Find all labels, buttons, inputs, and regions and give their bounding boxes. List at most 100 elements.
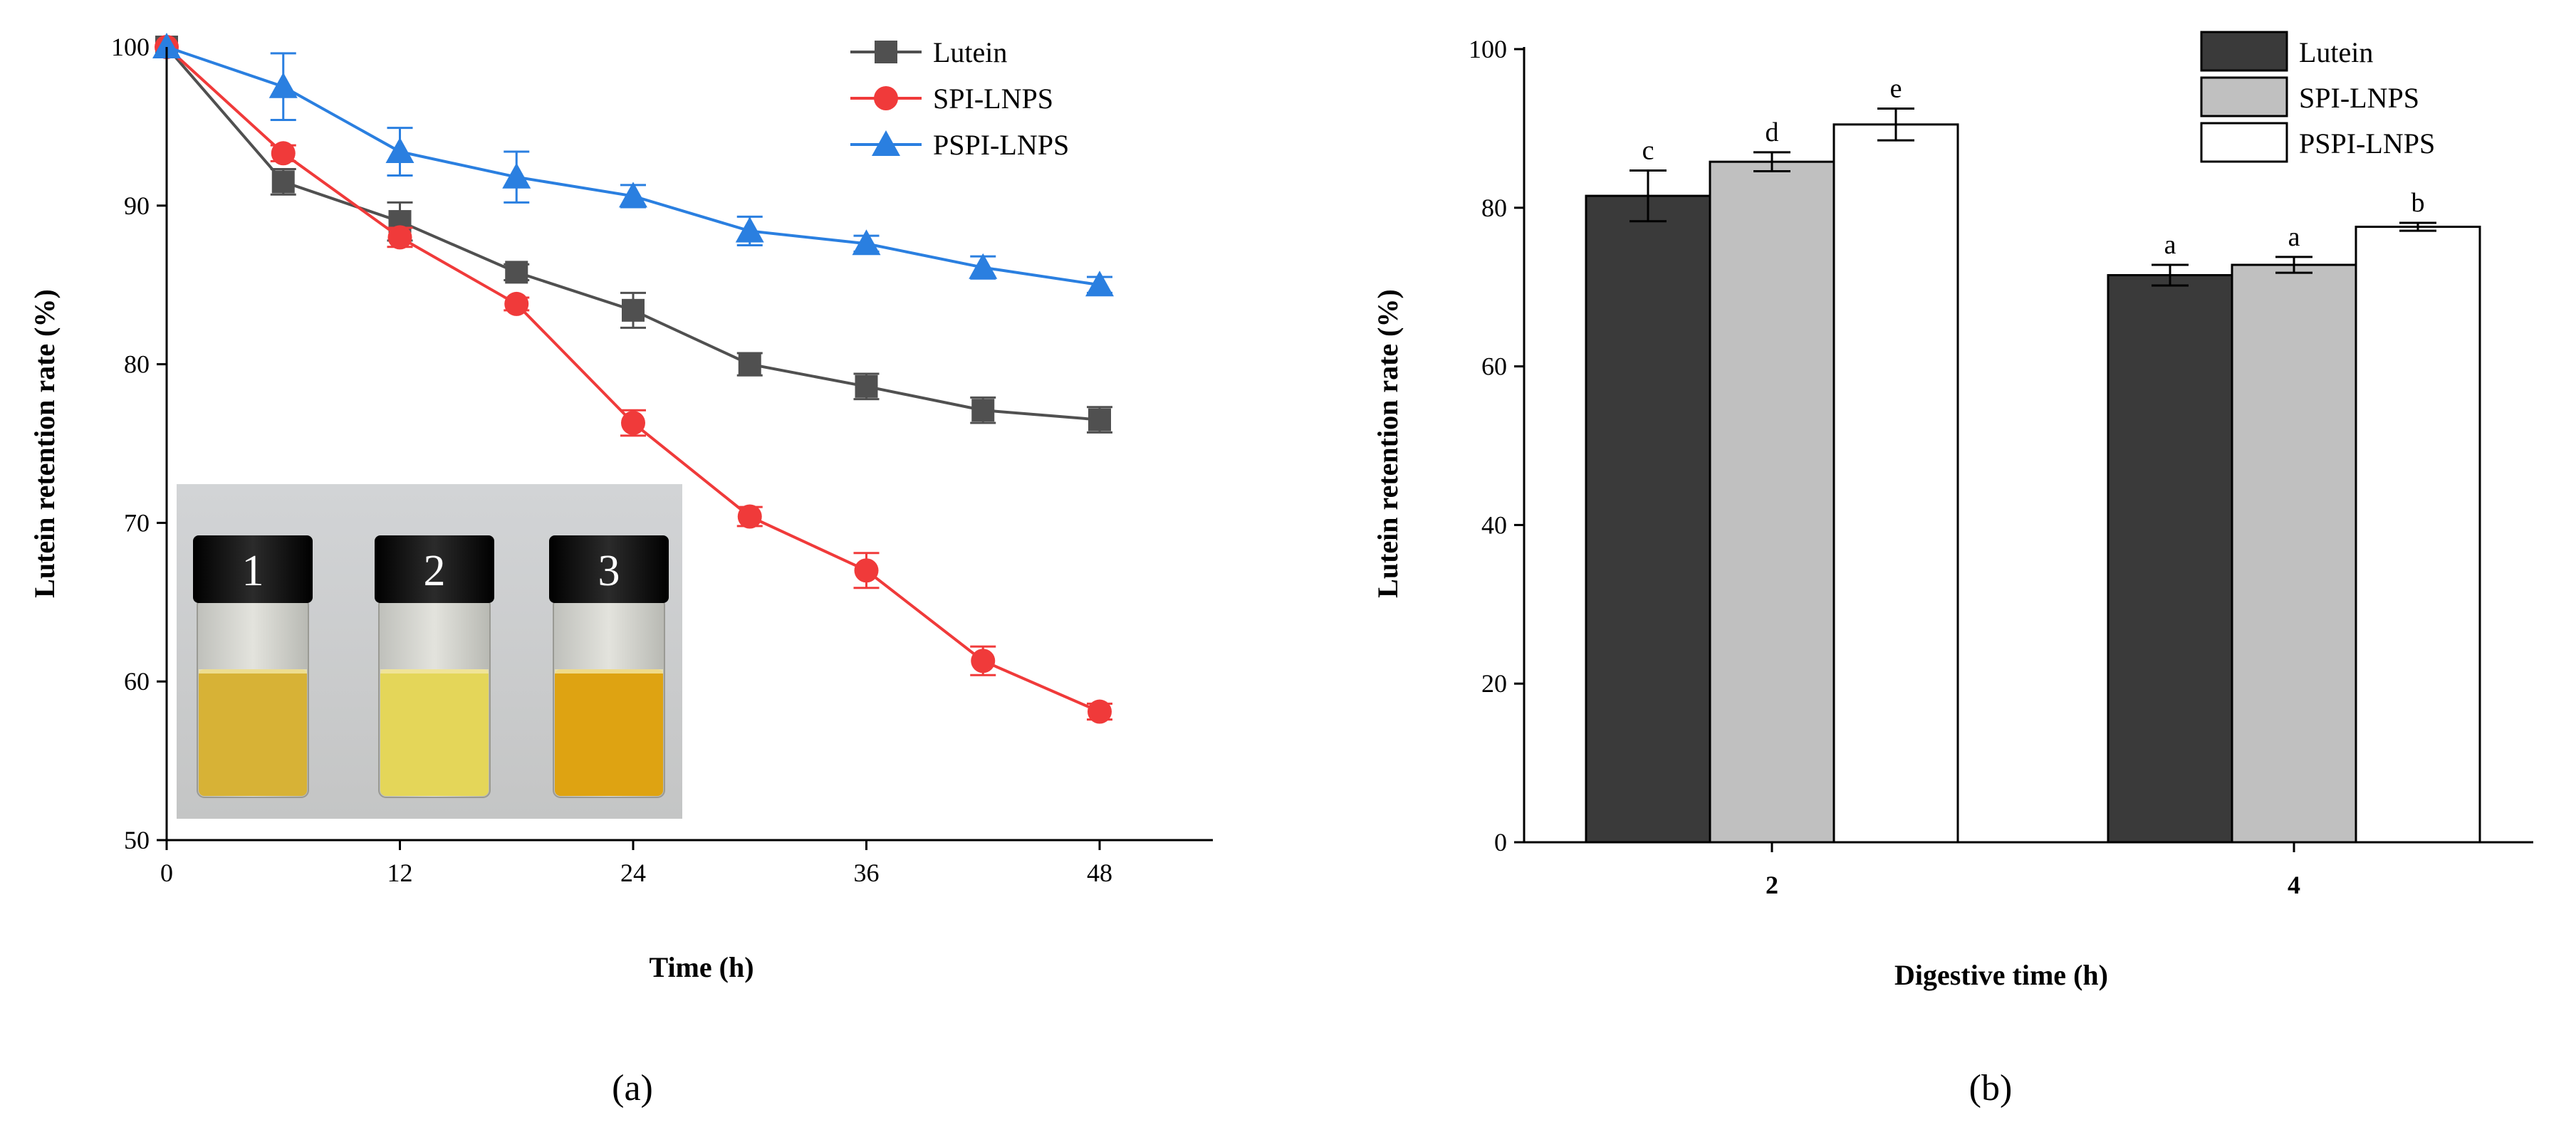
data-point bbox=[971, 649, 996, 674]
data-point bbox=[268, 72, 298, 98]
vial-cap bbox=[375, 535, 494, 603]
x-tick-label: 48 bbox=[1087, 859, 1112, 887]
panel-b-bar-chart: 0 20 40 60 80 100 2 c d e 4 a a b Digestive time (h)… bbox=[1372, 31, 2533, 1109]
vial-number: 2 bbox=[424, 547, 446, 595]
data-point bbox=[387, 225, 412, 250]
bar-lutein-2: c bbox=[1585, 135, 1711, 844]
bar bbox=[1585, 194, 1711, 844]
data-point bbox=[505, 261, 528, 284]
data-point bbox=[619, 182, 647, 208]
panel-b-y-axis-title: Lutein retention rate (%) bbox=[1372, 289, 1404, 598]
data-point bbox=[855, 374, 878, 398]
legend-swatch bbox=[2200, 122, 2288, 163]
series-pspi-lnps bbox=[152, 33, 1114, 297]
data-point bbox=[504, 291, 529, 316]
panel-a-x-axis-title: Time (h) bbox=[649, 951, 753, 983]
legend-item-lutein: Lutein bbox=[850, 36, 1007, 68]
x-tick-label: 2 bbox=[1766, 871, 1778, 899]
bar-lutein-4: a bbox=[2107, 230, 2233, 844]
legend-marker bbox=[875, 41, 897, 63]
vial-liquid bbox=[380, 669, 489, 796]
x-tick-label: 4 bbox=[2288, 871, 2300, 899]
y-tick-label: 100 bbox=[1469, 35, 1507, 63]
legend-item-spi-lnps: SPI-LNPS bbox=[850, 83, 1053, 115]
vial-1: 1 bbox=[193, 535, 313, 798]
panel-b-x-axis-title: Digestive time (h) bbox=[1894, 959, 2108, 991]
legend-swatch bbox=[2200, 76, 2288, 117]
bar bbox=[2107, 273, 2233, 844]
y-tick-label: 20 bbox=[1481, 669, 1507, 698]
data-point bbox=[152, 33, 181, 58]
y-tick-label: 50 bbox=[124, 826, 150, 854]
bar bbox=[2355, 226, 2481, 844]
data-point bbox=[1085, 271, 1114, 297]
x-tick-label: 36 bbox=[854, 859, 880, 887]
significance-label: b bbox=[2411, 188, 2425, 218]
panel-a-label: (a) bbox=[612, 1068, 653, 1109]
y-tick-label: 40 bbox=[1481, 510, 1507, 539]
legend-label: SPI-LNPS bbox=[2299, 82, 2419, 114]
x-tick-label: 0 bbox=[160, 859, 173, 887]
bar bbox=[1832, 123, 1959, 844]
vial-cap bbox=[193, 535, 313, 603]
bar bbox=[2231, 263, 2357, 844]
data-point bbox=[621, 411, 645, 436]
series-spi-lnps bbox=[155, 35, 1112, 724]
bar bbox=[1709, 160, 1835, 844]
legend-marker bbox=[874, 86, 898, 110]
panel-b-y-ticks: 0 20 40 60 80 100 bbox=[1469, 35, 1524, 856]
significance-label: c bbox=[1642, 135, 1654, 165]
legend-label: PSPI-LNPS bbox=[2299, 127, 2435, 159]
y-tick-label: 80 bbox=[1481, 194, 1507, 222]
vial-cap bbox=[549, 535, 669, 603]
data-point bbox=[737, 504, 762, 529]
panel-b-legend: Lutein SPI-LNPS PSPI-LNPS bbox=[2200, 31, 2435, 163]
data-point bbox=[385, 137, 414, 164]
data-point bbox=[854, 558, 879, 583]
data-point bbox=[735, 216, 764, 243]
panel-a-legend: Lutein SPI-LNPS PSPI-LNPS bbox=[850, 36, 1069, 161]
legend-label: Lutein bbox=[933, 36, 1007, 68]
y-tick-label: 0 bbox=[1494, 828, 1507, 856]
y-tick-label: 100 bbox=[111, 33, 150, 61]
vial-number: 3 bbox=[598, 547, 620, 595]
vial-number: 1 bbox=[242, 547, 264, 595]
bar-pspi-lnps-4: b bbox=[2355, 188, 2481, 844]
legend-label: SPI-LNPS bbox=[933, 83, 1053, 115]
data-point bbox=[271, 141, 296, 166]
y-tick-label: 60 bbox=[124, 667, 150, 696]
y-tick-label: 80 bbox=[124, 350, 150, 379]
vial-liquid bbox=[555, 669, 663, 796]
y-tick-label: 60 bbox=[1481, 352, 1507, 381]
legend-item-pspi-lnps: PSPI-LNPS bbox=[2200, 122, 2435, 163]
legend-item-lutein: Lutein bbox=[2200, 31, 2373, 72]
data-point bbox=[738, 352, 761, 376]
bar-pspi-lnps-2: e bbox=[1832, 74, 1959, 844]
bar-spi-lnps-2: d bbox=[1709, 117, 1835, 844]
significance-label: e bbox=[1890, 74, 1902, 104]
vial-meniscus bbox=[555, 669, 663, 674]
data-point bbox=[1088, 408, 1111, 431]
panel-a-y-ticks: 50 60 70 80 90 100 bbox=[111, 33, 167, 854]
y-tick-label: 70 bbox=[124, 508, 150, 537]
legend-marker bbox=[872, 130, 900, 156]
bar-spi-lnps-4: a bbox=[2231, 222, 2357, 844]
panel-a-x-ticks: 0 12 24 36 48 bbox=[160, 840, 1112, 887]
legend-item-spi-lnps: SPI-LNPS bbox=[2200, 76, 2419, 117]
data-point bbox=[1088, 699, 1112, 724]
vial-3: 3 bbox=[549, 535, 669, 798]
vial-liquid bbox=[199, 669, 307, 796]
vial-photo-inset: 1 2 3 bbox=[177, 484, 682, 819]
data-point bbox=[971, 399, 995, 422]
legend-label: Lutein bbox=[2299, 36, 2373, 68]
data-point bbox=[852, 229, 881, 256]
panel-b-bars: 2 c d e 4 a a b bbox=[1585, 74, 2481, 899]
data-point bbox=[502, 162, 531, 189]
panel-b-label: (b) bbox=[1969, 1068, 2013, 1109]
data-point bbox=[969, 253, 998, 279]
vial-2: 2 bbox=[375, 535, 494, 798]
x-tick-label: 12 bbox=[387, 859, 413, 887]
panel-a-y-axis-title: Lutein retention rate (%) bbox=[28, 289, 61, 598]
